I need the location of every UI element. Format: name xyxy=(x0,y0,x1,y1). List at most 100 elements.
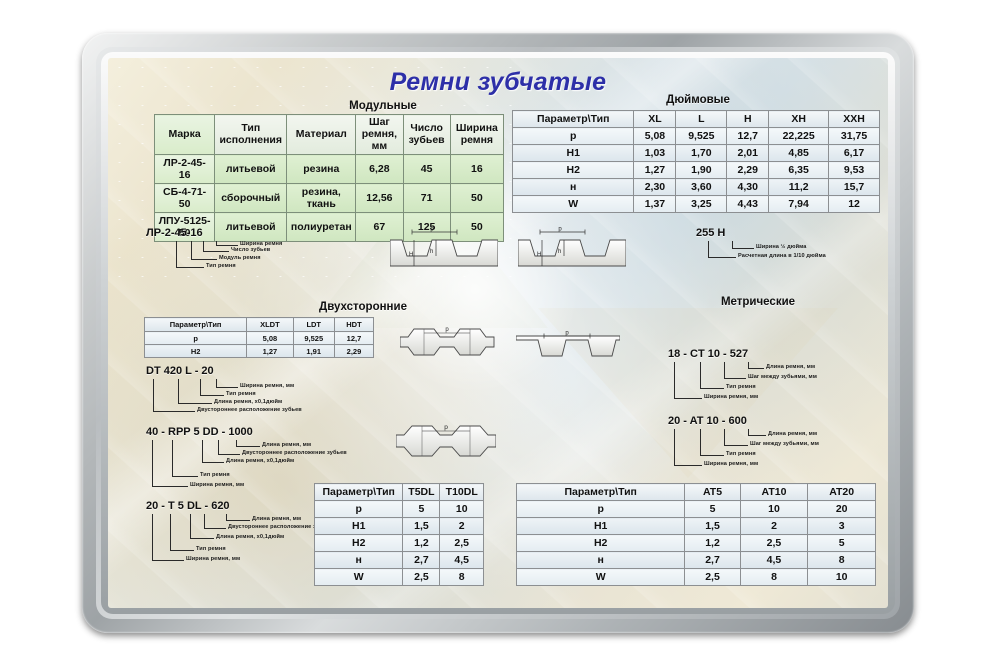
leader-line xyxy=(176,267,204,268)
table-cell: 1,27 xyxy=(633,161,677,179)
leader-line xyxy=(178,403,212,404)
table-cell: 6,35 xyxy=(768,161,830,179)
tooth-profile-metric: p xyxy=(516,330,620,370)
svg-text:h: h xyxy=(558,249,561,255)
table-cell: 5,08 xyxy=(633,127,677,145)
column-header: AT5 xyxy=(684,483,741,501)
leader-line xyxy=(748,368,764,369)
callout-dt-code: DT 420 L - 20 xyxy=(146,365,214,377)
leader-line xyxy=(152,486,188,487)
table-cell: 12,7 xyxy=(726,127,770,145)
callout-tdl-label-5: Ширина ремня, мм xyxy=(186,556,241,562)
column-header: L xyxy=(675,110,728,128)
table-cell: литьевой xyxy=(214,212,288,243)
leader-line xyxy=(700,455,724,456)
section-header-double-sided: Двухсторонние xyxy=(319,301,407,313)
table-cell: 4,5 xyxy=(439,551,484,569)
callout-ct-label-4: Ширина ремня, мм xyxy=(704,394,759,400)
callout-dt-label-1: Ширина ремня, мм xyxy=(240,383,295,389)
table-modular: Марка Тип исполнения Материал Шаг ремня, мм… xyxy=(153,113,505,243)
column-header: H xyxy=(726,110,770,128)
table-cell: 2,5 xyxy=(739,534,809,552)
column-header: XH xyxy=(768,110,830,128)
table-row: H1 1,5 2 3 xyxy=(515,517,876,535)
table-cell: СБ-4-71-50 xyxy=(153,183,216,214)
column-header: T5DL xyxy=(402,483,441,501)
leader-line xyxy=(204,528,226,529)
column-header: HDT xyxy=(333,317,375,332)
callout-at: 20 - AT 10 - 600 Ширина ремня, мм Тип ре… xyxy=(668,415,819,467)
tooth-profile-modular: p H h xyxy=(390,226,498,270)
table-cell: 71 xyxy=(402,183,451,214)
callout-lr-label-4: Тип ремня xyxy=(206,263,236,269)
column-header: AT10 xyxy=(739,483,809,501)
table-cell: 2 xyxy=(739,517,809,535)
svg-text:p: p xyxy=(444,424,448,431)
table-cell: резина, ткань xyxy=(286,183,357,214)
callout-ct: 18 - CT 10 - 527 Ширина ремня, мм Тип ре… xyxy=(668,348,817,400)
column-header: AT20 xyxy=(807,483,876,501)
callout-at-label-2: Шаг между зубьями, мм xyxy=(750,441,820,447)
table-cell: 11,2 xyxy=(768,178,830,196)
leader-line xyxy=(204,514,205,528)
callout-at-label-3: Тип ремня xyxy=(726,451,756,457)
table-row: СБ-4-71-50 сборочный резина, ткань 12,56 71 5… xyxy=(153,183,505,214)
table-cell: 8 xyxy=(439,568,484,586)
table-cell: W xyxy=(313,568,404,586)
leader-line xyxy=(153,411,195,412)
svg-text:H: H xyxy=(537,252,541,258)
leader-line xyxy=(236,446,260,447)
leader-line xyxy=(203,251,229,252)
svg-text:p: p xyxy=(445,327,449,333)
table-cell: W xyxy=(511,195,635,213)
table-cell: 6,28 xyxy=(355,154,404,185)
table-cell: H1 xyxy=(515,517,686,535)
leader-line xyxy=(191,241,192,259)
table-row: H2 1,27 1,91 2,29 xyxy=(143,344,375,358)
table-cell: 20 xyxy=(807,500,876,518)
column-header: Параметр\Тип xyxy=(511,110,635,128)
table-row: H2 1,2 2,5 5 xyxy=(515,534,876,552)
column-header: Шаг ремня, мм xyxy=(355,113,404,156)
table-at: Параметр\Тип AT5 AT10 AT20 p 5 10 20 H1 1,5 2 3 H2 1,… xyxy=(515,483,876,586)
leader-line xyxy=(178,379,179,403)
leader-line xyxy=(674,429,675,465)
column-header: Параметр\Тип xyxy=(143,317,248,332)
table-cell: 1,90 xyxy=(675,161,728,179)
column-header: XXH xyxy=(828,110,880,128)
table-cell: p xyxy=(511,127,635,145)
table-row: W 1,37 3,25 4,43 7,94 12 xyxy=(511,195,880,213)
callout-h255-label-2: Расчетная длина в 1/10 дюйма xyxy=(738,253,826,259)
table-cell: 2,29 xyxy=(333,344,375,358)
leader-line xyxy=(170,514,171,550)
table-cell: 10 xyxy=(739,500,809,518)
table-cell: 2,5 xyxy=(439,534,484,552)
leader-line xyxy=(152,560,184,561)
table-header-row: Параметр\Тип XLDT LDT HDT xyxy=(143,317,375,332)
column-header: T10DL xyxy=(439,483,484,501)
table-cell: 2 xyxy=(439,517,484,535)
callout-at-label-1: Длина ремня, мм xyxy=(768,431,818,437)
leader-line xyxy=(732,248,754,249)
callout-rpp-label-3: Длина ремня, х0,1дюйм xyxy=(226,458,295,464)
callout-dt-label-2: Тип ремня xyxy=(226,391,256,397)
leader-line xyxy=(153,379,154,411)
table-cell: резина xyxy=(286,154,357,185)
leader-line xyxy=(226,514,227,520)
column-header: Число зубьев xyxy=(402,113,451,156)
leader-line xyxy=(218,440,219,454)
table-cell: 1,91 xyxy=(292,344,335,358)
section-header-metric: Метрические xyxy=(720,296,796,308)
column-header: Тип исполнения xyxy=(214,113,288,156)
column-header: Параметр\Тип xyxy=(515,483,686,501)
callout-tdl-label-1: Длина ремня, мм xyxy=(252,516,302,522)
table-cell: 4,85 xyxy=(768,144,830,162)
poster-content: Ремни зубчатые Модульные Марка Тип исполн… xyxy=(108,58,888,608)
table-row: H2 1,2 2,5 xyxy=(313,534,484,552)
table-cell: 4,43 xyxy=(726,195,770,213)
table-cell: 9,53 xyxy=(828,161,880,179)
leader-line xyxy=(216,379,217,387)
callout-h255: 255 H Расчетная длина в 1/10 дюйма Ширин… xyxy=(696,227,826,259)
table-row: p 5 10 xyxy=(313,500,484,518)
